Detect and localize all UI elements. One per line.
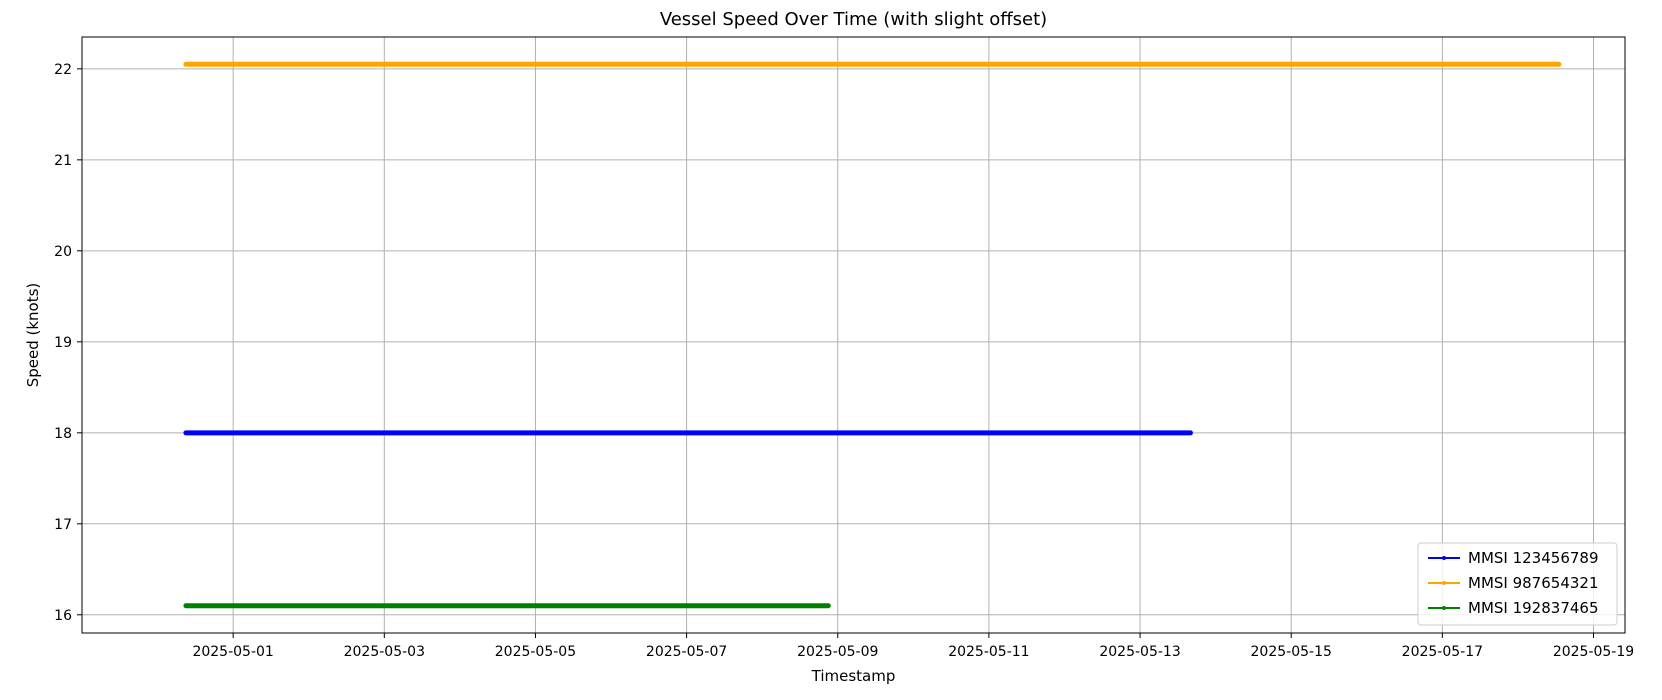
legend-marker-2 bbox=[1442, 581, 1446, 585]
legend-label-1: MMSI 123456789 bbox=[1468, 549, 1599, 567]
y-tick-label: 17 bbox=[54, 517, 72, 533]
legend-label-3: MMSI 192837465 bbox=[1468, 599, 1599, 617]
legend-marker-1 bbox=[1442, 556, 1446, 560]
y-tick-label: 19 bbox=[54, 335, 72, 351]
x-tick-label: 2025-05-19 bbox=[1553, 644, 1634, 660]
series-lines bbox=[183, 61, 1562, 609]
x-tick-label: 2025-05-13 bbox=[1099, 644, 1180, 660]
legend-label-2: MMSI 987654321 bbox=[1468, 574, 1599, 592]
legend-box bbox=[1417, 542, 1618, 626]
x-tick-label: 2025-05-05 bbox=[495, 644, 576, 660]
legend-marker-3 bbox=[1442, 606, 1446, 610]
x-tick-label: 2025-05-03 bbox=[344, 644, 425, 660]
x-tick-label: 2025-05-11 bbox=[948, 644, 1029, 660]
grid bbox=[82, 37, 1625, 633]
y-tick-label: 20 bbox=[54, 244, 72, 260]
y-axis-label: Speed (knots) bbox=[24, 283, 42, 388]
y-tick-label: 16 bbox=[54, 608, 72, 624]
y-tick-label: 18 bbox=[54, 426, 72, 442]
x-tick-label: 2025-05-01 bbox=[192, 644, 273, 660]
chart-title: Vessel Speed Over Time (with slight offs… bbox=[660, 9, 1047, 30]
legend: MMSI 123456789 MMSI 987654321 MMSI 1928374… bbox=[1417, 542, 1618, 626]
x-tick-label: 2025-05-17 bbox=[1402, 644, 1483, 660]
x-axis-label: Timestamp bbox=[811, 667, 896, 685]
plot-area-frame bbox=[81, 36, 1626, 634]
x-tick-label: 2025-05-09 bbox=[797, 644, 878, 660]
y-tick-label: 22 bbox=[54, 62, 72, 78]
axis-ticks: 2025-05-01 2025-05-03 2025-05-05 2025-05-07… bbox=[54, 62, 1634, 660]
x-tick-label: 2025-05-07 bbox=[646, 644, 727, 660]
x-tick-label: 2025-05-15 bbox=[1251, 644, 1332, 660]
y-tick-label: 21 bbox=[54, 153, 72, 169]
